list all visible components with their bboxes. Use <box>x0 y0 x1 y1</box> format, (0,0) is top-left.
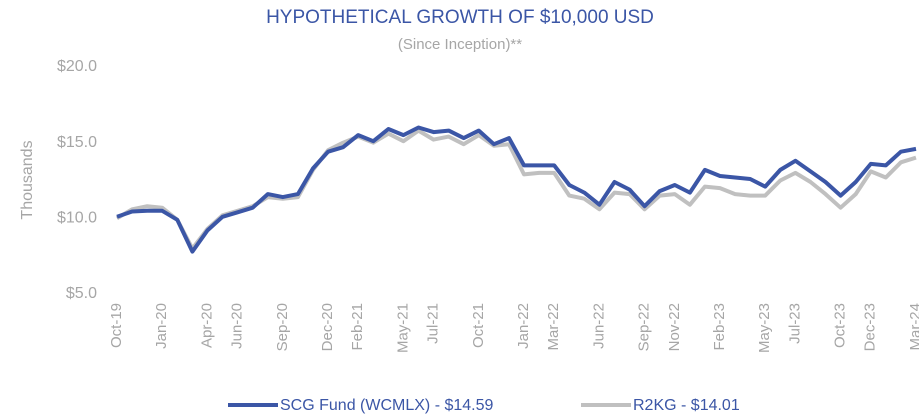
x-tick-label: Oct-23 <box>832 303 849 348</box>
x-tick-label: Jan-22 <box>515 303 532 349</box>
x-tick-label: Jan-20 <box>153 303 170 349</box>
x-tick-label: Jul-21 <box>425 303 442 344</box>
y-tick-label: $5.0 <box>66 285 97 302</box>
x-tick-label: Jul-23 <box>786 303 803 344</box>
x-tick-label: Feb-23 <box>711 303 728 351</box>
x-tick-label: Mar-22 <box>545 303 562 351</box>
x-tick-label: May-21 <box>394 303 411 353</box>
series-line <box>116 125 917 254</box>
legend-label: R2KG - $14.01 <box>633 397 740 414</box>
y-tick-label: $15.0 <box>57 134 97 151</box>
y-tick-label: $10.0 <box>57 210 97 227</box>
x-tick-label: Sep-20 <box>274 303 291 351</box>
x-tick-label: Feb-21 <box>349 303 366 351</box>
x-tick-label: Oct-21 <box>470 303 487 348</box>
x-tick-label: Nov-22 <box>666 303 683 351</box>
x-tick-label: Sep-22 <box>636 303 653 351</box>
x-tick-label: Oct-19 <box>108 303 125 348</box>
x-tick-label: Dec-20 <box>319 303 336 351</box>
x-tick-label: Jun-20 <box>229 303 246 349</box>
chart-subtitle: (Since Inception)** <box>398 36 522 53</box>
x-tick-label: Mar-24 <box>907 303 919 351</box>
x-tick-label: Apr-20 <box>198 303 215 348</box>
x-tick-label: May-23 <box>756 303 773 353</box>
x-tick-label: Jun-22 <box>590 303 607 349</box>
chart-title: HYPOTHETICAL GROWTH OF $10,000 USD <box>266 7 654 28</box>
legend-label: SCG Fund (WCMLX) - $14.59 <box>280 397 494 414</box>
y-axis-label: Thousands <box>19 140 36 219</box>
y-tick-label: $20.0 <box>57 58 97 75</box>
x-tick-label: Dec-23 <box>862 303 879 351</box>
